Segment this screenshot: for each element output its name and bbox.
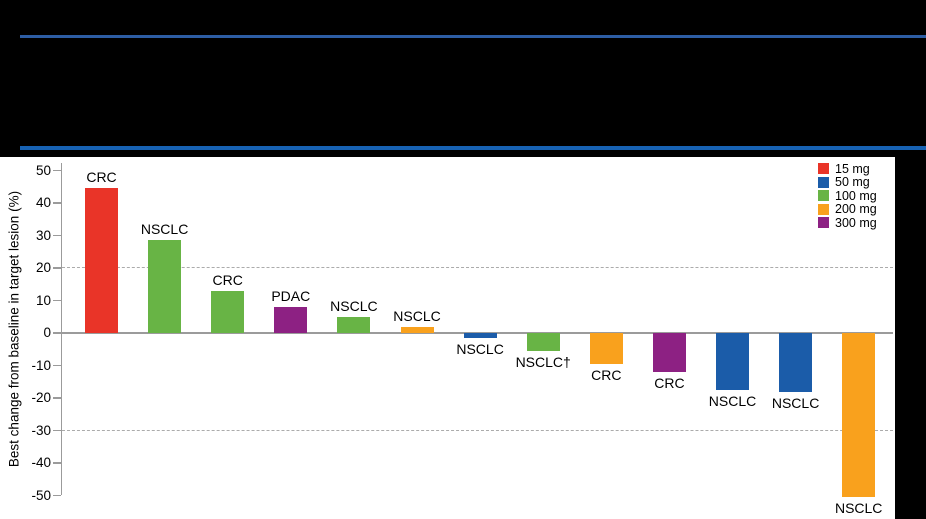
waterfall-bar [779, 333, 813, 392]
dashed-gridline [62, 429, 893, 431]
y-axis-tick-label: 30 [35, 227, 51, 243]
bar-tumor-label: CRC [591, 366, 622, 383]
y-axis-tick [52, 364, 61, 367]
dashed-gridline [62, 267, 893, 268]
bar-tumor-label: NSCLC [330, 297, 378, 314]
y-axis-tick-label: 10 [35, 292, 51, 308]
waterfall-bar [274, 307, 308, 333]
waterfall-bar [652, 333, 686, 372]
legend-item: 200 mg [818, 202, 877, 217]
y-axis-tick [52, 299, 61, 302]
bar-tumor-label: CRC [654, 375, 685, 391]
y-axis-tick [52, 234, 61, 237]
waterfall-bar [85, 188, 118, 333]
y-axis-tick-label: 0 [43, 325, 51, 340]
dose-legend: 15 mg 50 mg 100 mg 200 mg 300 mg [818, 162, 877, 230]
y-axis-tick-label: -10 [31, 357, 51, 373]
y-axis-tick-label: -30 [31, 422, 51, 438]
y-axis-tick-label: 20 [35, 260, 51, 275]
waterfall-bar [526, 333, 560, 351]
legend-swatch-50-mg [818, 176, 829, 188]
y-axis-tick [52, 202, 61, 204]
legend-label: 15 mg [835, 161, 870, 176]
legend-item: 300 mg [818, 216, 877, 230]
y-axis-tick [52, 397, 61, 399]
waterfall-bar [716, 333, 749, 390]
waterfall-plot: Best change from baseline in target lesi… [0, 157, 895, 519]
waterfall-bar [463, 333, 497, 338]
y-axis-tick [52, 462, 61, 464]
bar-tumor-label: CRC [212, 271, 243, 288]
y-axis-tick-label: 50 [35, 162, 51, 178]
waterfall-bar [842, 333, 876, 498]
legend-item: 50 mg [818, 175, 877, 190]
y-axis-tick-label: -40 [31, 455, 51, 470]
legend-item: 100 mg [818, 189, 877, 203]
waterfall-bar [211, 290, 245, 333]
y-axis-tick-label: -50 [31, 487, 51, 503]
legend-swatch-300-mg [818, 217, 829, 229]
waterfall-bar [400, 326, 434, 333]
waterfall-bar [148, 240, 182, 333]
legend-label: 200 mg [835, 202, 877, 217]
legend-label: 100 mg [835, 188, 877, 203]
bar-tumor-label: NSCLC [708, 392, 757, 409]
waterfall-bar [589, 333, 623, 364]
bar-tumor-label: NSCLC† [515, 353, 571, 370]
header-divider-line [20, 146, 926, 150]
legend-label: 300 mg [835, 215, 877, 230]
y-axis-tick [52, 429, 61, 432]
bar-tumor-label: NSCLC [140, 221, 189, 238]
waterfall-bar [337, 316, 371, 333]
legend-swatch-100-mg [818, 190, 829, 202]
bar-tumor-label: PDAC [271, 288, 311, 304]
bar-tumor-label: CRC [86, 169, 117, 186]
bar-tumor-label: NSCLC [456, 340, 504, 357]
bar-tumor-label: NSCLC [771, 394, 820, 411]
legend-swatch-15-mg [818, 163, 829, 175]
legend-label: 50 mg [835, 175, 870, 190]
y-axis-tick-label: 40 [35, 195, 51, 210]
y-axis-tick [52, 267, 61, 269]
y-axis-line [60, 163, 62, 495]
bar-tumor-label: NSCLC [393, 307, 441, 324]
legend-item: 15 mg [818, 162, 877, 176]
y-axis-tick [52, 169, 61, 172]
top-divider-line [20, 35, 926, 38]
y-axis-tick-label: -20 [31, 390, 51, 405]
bar-tumor-label: NSCLC [834, 500, 883, 517]
y-axis-tick [52, 494, 61, 497]
legend-swatch-200-mg [818, 203, 829, 215]
chart-panel: Best change from baseline in target lesi… [0, 157, 895, 519]
y-axis-tick [52, 332, 61, 334]
